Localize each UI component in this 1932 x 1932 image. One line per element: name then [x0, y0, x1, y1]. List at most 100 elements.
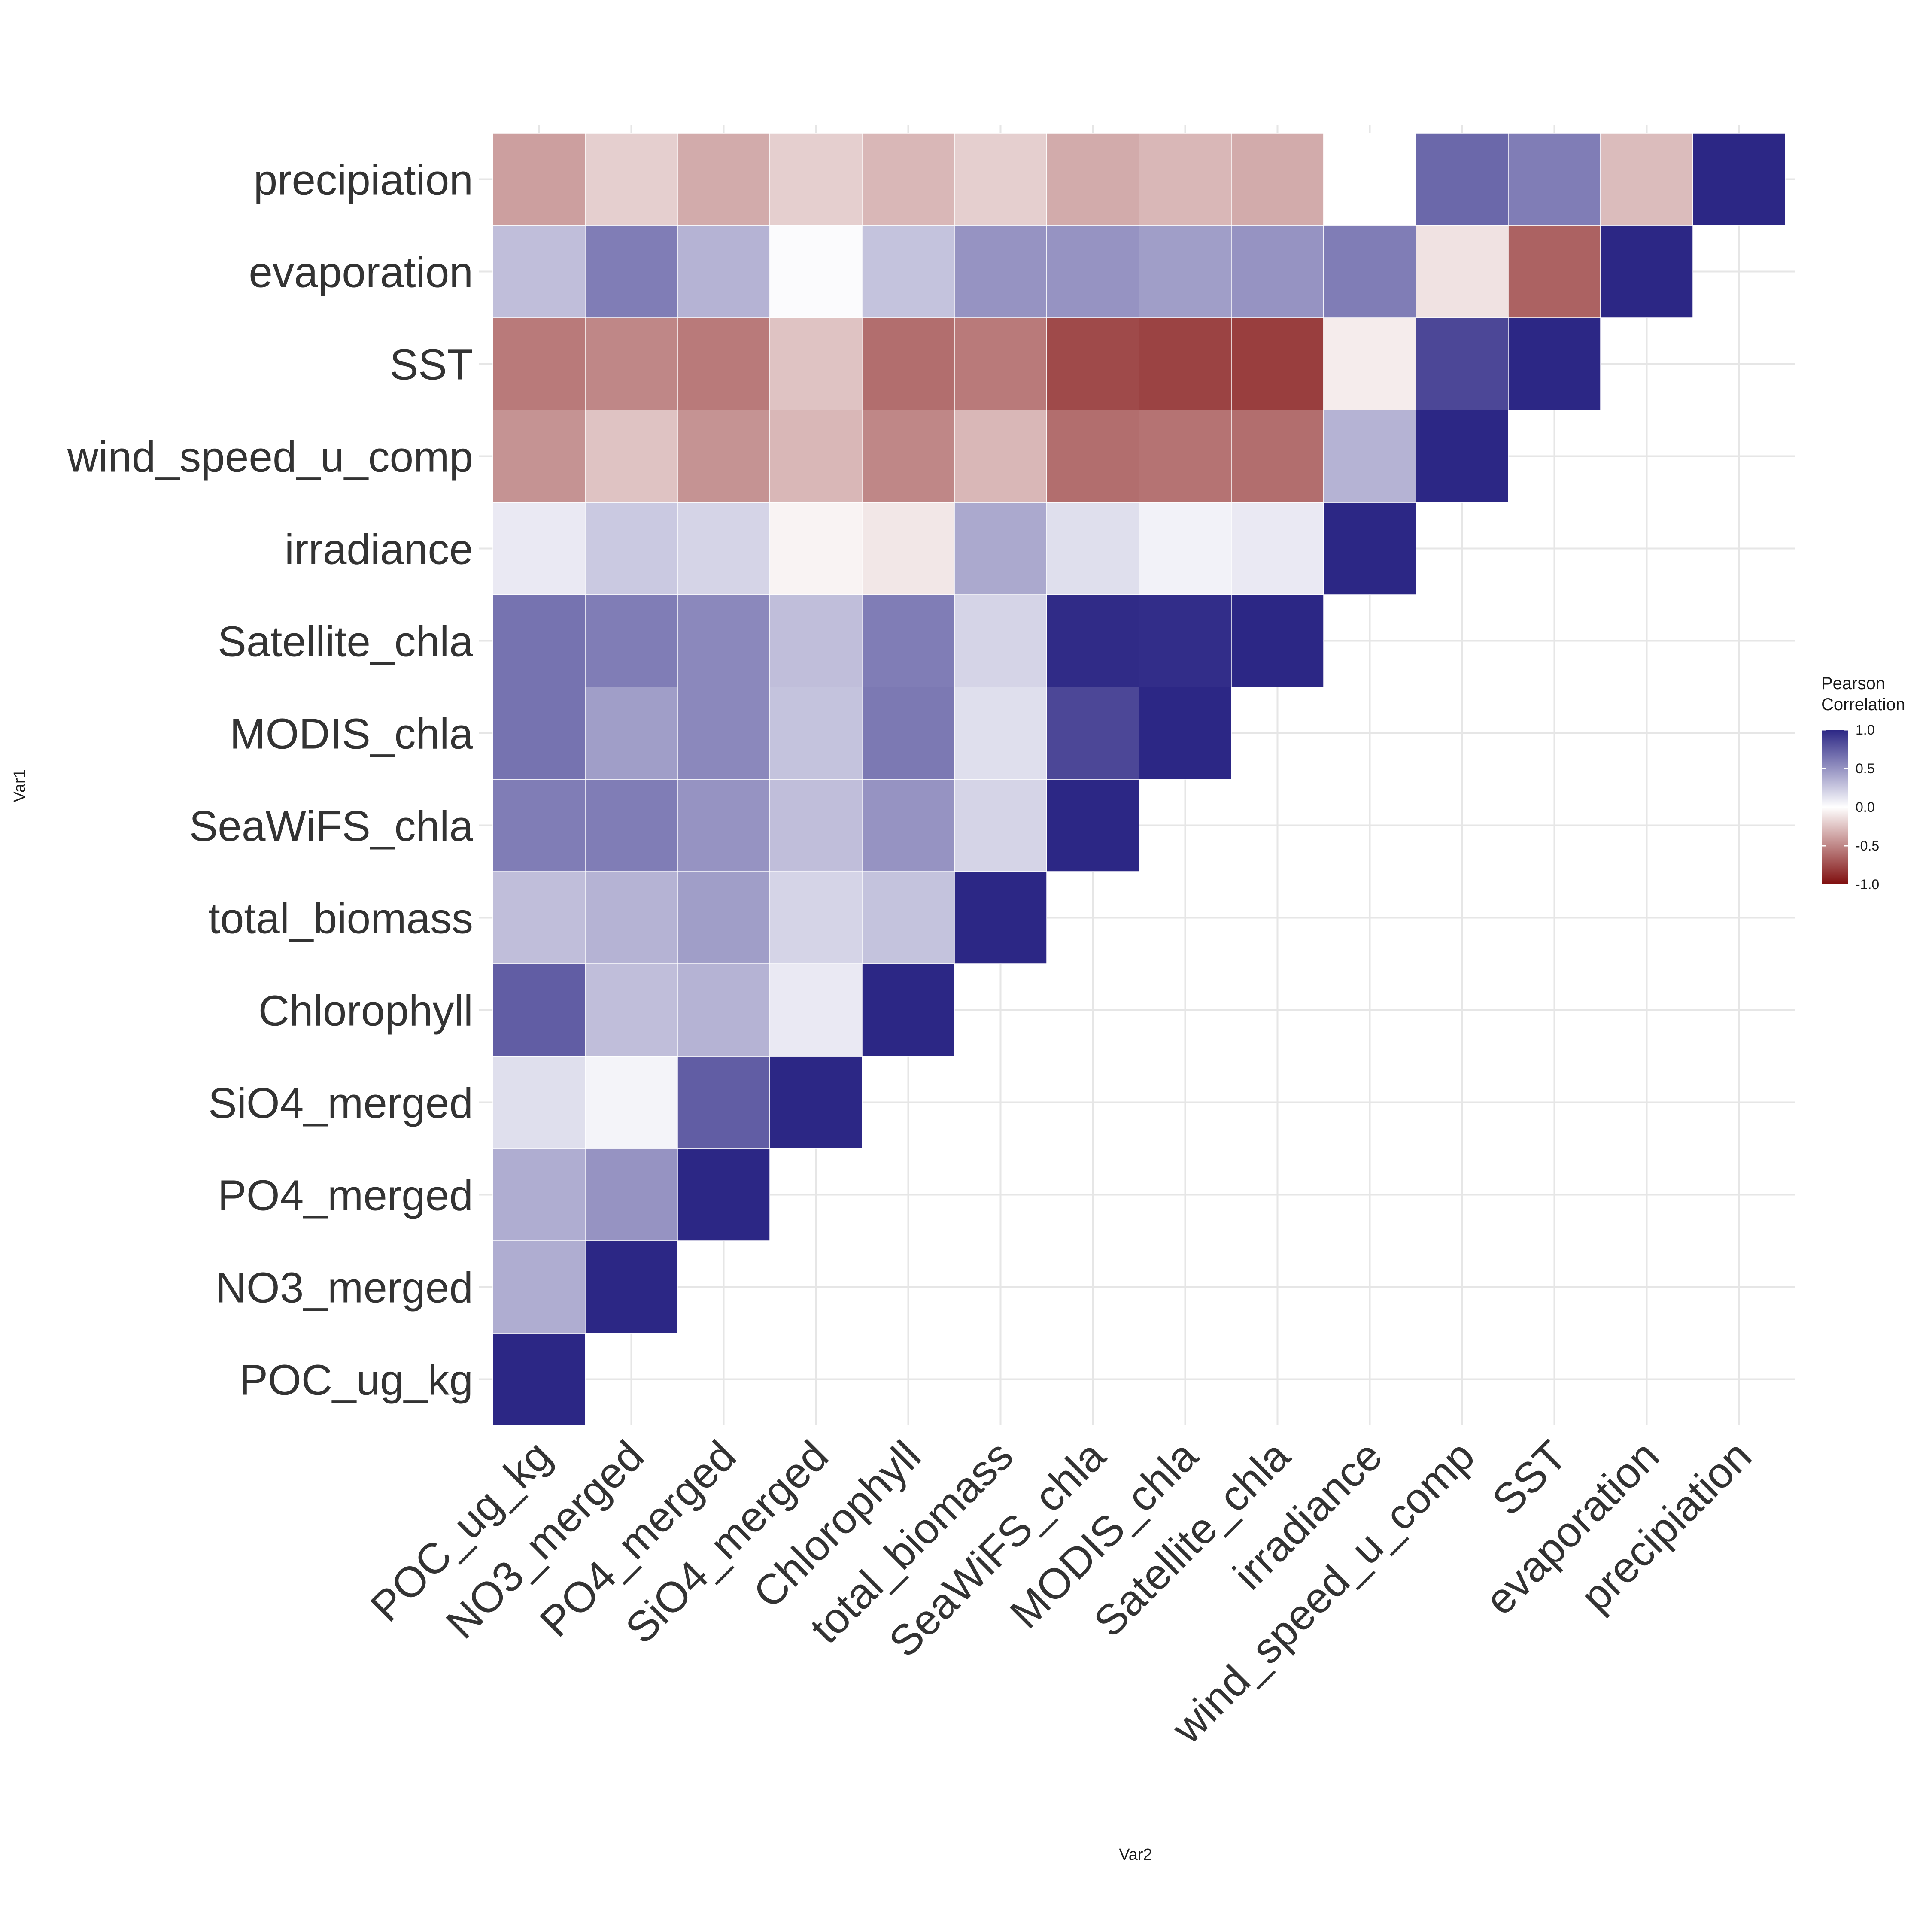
legend-tick-label: 0.0 [1856, 799, 1874, 815]
heatmap-cell [585, 1148, 678, 1241]
heatmap-cell [1231, 133, 1324, 226]
heatmap-cell [769, 410, 863, 503]
heatmap-cell [1323, 410, 1416, 503]
legend-tick-label: 0.5 [1856, 761, 1874, 776]
heatmap-cell [585, 779, 678, 872]
heatmap-cell [1231, 502, 1324, 595]
heatmap-cell [585, 133, 678, 226]
heatmap-cell [862, 502, 955, 595]
heatmap-cell [677, 963, 770, 1057]
x-axis-tick-labels: POC_ug_kgNO3_mergedPO4_mergedSiO4_merged… [361, 1431, 1761, 1753]
heatmap-cell [1046, 410, 1139, 503]
heatmap-cell [585, 317, 678, 410]
heatmap-cell [585, 687, 678, 780]
y-tick-label: Chlorophyll [258, 987, 473, 1035]
heatmap-cell [1231, 594, 1324, 687]
heatmap-cell [1231, 225, 1324, 318]
y-tick-label: precipiation [254, 156, 473, 204]
y-tick-label: PO4_merged [218, 1172, 473, 1220]
heatmap-cell [1692, 133, 1786, 226]
heatmap-cell [1139, 687, 1232, 780]
heatmap-cell [1323, 502, 1416, 595]
legend-tick-label: -1.0 [1856, 877, 1879, 892]
y-tick-label: evaporation [249, 249, 473, 297]
heatmap-cell [585, 410, 678, 503]
heatmap-cell [1046, 502, 1139, 595]
heatmap-cell [954, 871, 1047, 964]
heatmap-cell [1416, 225, 1509, 318]
heatmap-cell [862, 871, 955, 964]
heatmap-cell [677, 594, 770, 687]
heatmap-cell [492, 594, 586, 687]
heatmap-cell [1323, 317, 1416, 410]
heatmap-cell [1046, 594, 1139, 687]
legend-tick-label: 1.0 [1856, 722, 1874, 738]
heatmap-cell [862, 594, 955, 687]
heatmap-cell [769, 594, 863, 687]
heatmap-cell [1508, 317, 1601, 410]
y-tick-label: NO3_merged [216, 1264, 473, 1312]
heatmap-cell [954, 502, 1047, 595]
heatmap-cell [862, 225, 955, 318]
heatmap-cell [492, 410, 586, 503]
heatmap-cell [585, 225, 678, 318]
heatmap-cell [492, 225, 586, 318]
heatmap-cell [1046, 317, 1139, 410]
heatmap-cell [492, 1056, 586, 1149]
heatmap-cell [585, 594, 678, 687]
y-axis-tick-labels: POC_ug_kg NO3_merged PO4_merged SiO4_merged… [67, 156, 474, 1404]
heatmap-cell [769, 963, 863, 1057]
heatmap-cell [954, 779, 1047, 872]
heatmap-cell [677, 1056, 770, 1149]
heatmap-cell [1139, 410, 1232, 503]
heatmap-cells [492, 133, 1786, 1426]
y-tick-label: irradiance [285, 526, 473, 574]
heatmap-cell [492, 1148, 586, 1241]
y-tick-label: total_biomass [208, 895, 473, 943]
y-tick-label: SiO4_merged [208, 1079, 473, 1127]
heatmap-cell [492, 1240, 586, 1334]
heatmap-cell [585, 963, 678, 1057]
y-tick-label: MODIS_chla [230, 710, 473, 758]
heatmap-cell [677, 410, 770, 503]
heatmap-cell [492, 779, 586, 872]
heatmap-cell [585, 1056, 678, 1149]
heatmap-cell [1600, 133, 1693, 226]
heatmap-cell [1508, 133, 1601, 226]
heatmap-cell [677, 779, 770, 872]
y-tick-label: SST [390, 341, 473, 389]
heatmap-cell [769, 1056, 863, 1149]
heatmap-cell [862, 687, 955, 780]
heatmap-cell [492, 502, 586, 595]
heatmap-cell [1416, 410, 1509, 503]
heatmap-cell [1139, 594, 1232, 687]
y-axis-label: Var1 [11, 769, 29, 802]
heatmap-cell [1323, 133, 1416, 226]
heatmap-cell [677, 133, 770, 226]
legend-ticks: 1.0 0.5 0.0 -0.5 -1.0 [1822, 722, 1879, 892]
heatmap-cell [954, 594, 1047, 687]
heatmap-cell [585, 1240, 678, 1334]
heatmap-cell [1139, 502, 1232, 595]
heatmap-cell [769, 779, 863, 872]
heatmap-cell [677, 871, 770, 964]
heatmap-cell [585, 502, 678, 595]
heatmap-cell [492, 963, 586, 1057]
heatmap-cell [954, 317, 1047, 410]
heatmap-cell [492, 133, 586, 226]
heatmap-cell [492, 1333, 586, 1426]
heatmap-cell [1046, 225, 1139, 318]
heatmap-cell [1139, 133, 1232, 226]
heatmap-cell [492, 687, 586, 780]
legend-title-line-2: Correlation [1821, 695, 1905, 714]
heatmap-cell [769, 133, 863, 226]
heatmap-cell [1231, 410, 1324, 503]
heatmap-cell [677, 1148, 770, 1241]
heatmap-cell [954, 133, 1047, 226]
heatmap-cell [954, 225, 1047, 318]
heatmap-cell [1416, 133, 1509, 226]
color-legend: Pearson Correlation 1.0 0.5 0.0 -0.5 -1.0 [1821, 674, 1905, 892]
y-tick-label: Satellite_chla [218, 618, 473, 666]
heatmap-cell [1323, 225, 1416, 318]
